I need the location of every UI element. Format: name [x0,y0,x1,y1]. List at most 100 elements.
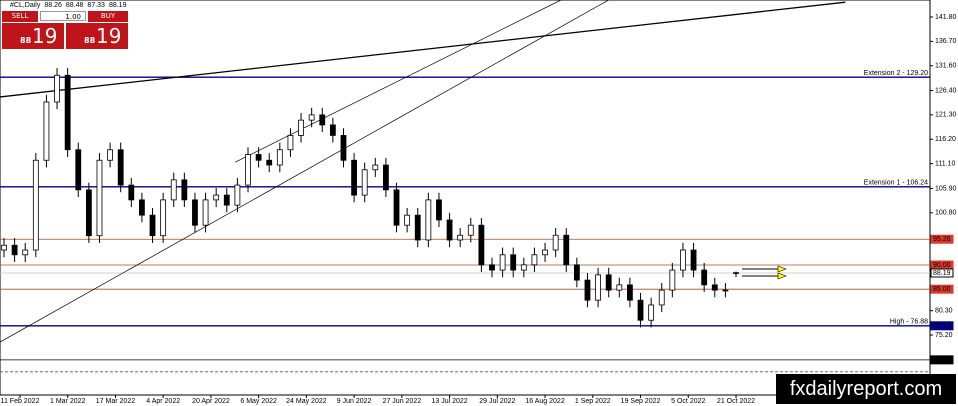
candle-body [627,284,633,301]
candle-body [213,194,220,201]
candle-body [160,199,167,237]
candle-body [85,189,92,237]
candle-body [563,234,570,266]
candle-body [616,284,623,291]
buy-price-big: 19 [96,24,122,48]
price-tag [930,234,954,244]
candle-body [648,304,655,321]
x-tick-label: 4 Apr 2022 [146,398,180,405]
candle-body [149,214,156,237]
y-tick-label: 121.30 [935,112,957,119]
candle-body [11,244,18,256]
candle-body [467,224,474,236]
candle-body [308,114,315,121]
candle-body [266,159,273,166]
candle-body [245,154,251,186]
lot-input[interactable]: 1.00 [40,11,86,21]
candle-body [584,279,591,301]
price-tag [930,355,954,365]
price-tag-label: 70.00 [933,357,951,364]
candle-body [139,199,145,216]
candle-body [573,264,580,281]
candle-body [170,179,177,201]
candle-body [489,264,495,271]
candle-body [637,299,644,321]
y-tick-label: 100.80 [935,210,957,217]
candle-body [658,289,665,306]
candle-body [223,194,230,206]
y-tick-label: 80.30 [935,308,953,315]
ohlc-value: 87.33 [87,2,105,9]
candle-body [701,269,708,286]
candle-body [43,101,50,161]
candle-body [542,249,548,256]
y-tick-label: 75.20 [935,332,953,339]
candle-body [117,149,124,186]
candle-body [96,159,103,237]
x-tick-label: 9 Jun 2022 [337,398,372,405]
candle-body [690,249,697,271]
candle-body [340,135,347,161]
x-tick-label: 1 Mar 2022 [50,398,86,405]
sell-quote[interactable]: 88 19 [2,23,64,49]
ohlc-value: 88.48 [66,2,84,9]
x-tick-label: 29 Jul 2022 [479,398,515,405]
trendline [0,0,609,343]
y-tick-label: 126.40 [935,87,957,94]
candle-body [361,169,368,196]
x-tick-label: 16 Aug 2022 [525,398,564,405]
candle-body [383,164,389,191]
x-tick-label: 17 Mar 2022 [96,398,135,405]
ohlc-value: 88.26 [44,2,62,9]
candle-body [351,159,357,196]
x-tick-label: 6 May 2022 [240,398,277,405]
level-label: Extension 2 - 129.20 [864,70,928,77]
y-tick-label: 105.90 [935,185,957,192]
level-label: High - 76.88 [890,319,928,326]
buy-quote[interactable]: 88 19 [66,23,128,49]
y-tick-label: 141.80 [935,14,957,21]
candle-body [319,114,326,126]
price-tag-label: 88.19 [933,270,951,277]
price-tag [930,284,954,294]
x-tick-label: 13 Jul 2022 [431,398,467,405]
candle-body [298,119,304,136]
sell-price-big: 19 [32,24,58,48]
candle-body [520,264,527,271]
candle-body [75,149,82,191]
candle-body [287,135,294,151]
candle-body [372,164,379,171]
x-tick-label: 21 Oct 2022 [717,398,755,405]
candle-body [478,224,485,266]
candle-body [733,272,739,274]
candle-body [711,284,718,291]
price-tag-label: 85.00 [933,286,951,293]
candle-body [499,254,506,271]
trendline [0,1,846,98]
candle-body [669,269,676,291]
candle-body [329,124,336,136]
candle-body [64,74,71,151]
ohlc-value: 88.19 [109,2,127,9]
x-tick-label: 19 Sep 2022 [621,398,661,405]
x-tick-label: 11 Feb 2022 [1,398,40,405]
candle-body [54,74,60,103]
price-tag-label: 90.00 [933,262,951,269]
candle-body [414,214,421,241]
buy-price-small: 88 [84,36,96,45]
candle-body [128,184,135,201]
candle-body [446,219,453,241]
x-tick-label: 20 Apr 2022 [192,398,230,405]
buy-button[interactable]: BUY [88,11,128,22]
candle-body [22,249,29,256]
candle-body [595,274,601,301]
candle-body [32,159,39,251]
candle-body [1,244,7,251]
sell-button[interactable]: SELL [2,11,38,22]
candle-body [255,154,262,161]
candle-body [192,199,198,226]
plot-frame [0,0,931,396]
y-tick-label: 116.20 [935,136,956,143]
